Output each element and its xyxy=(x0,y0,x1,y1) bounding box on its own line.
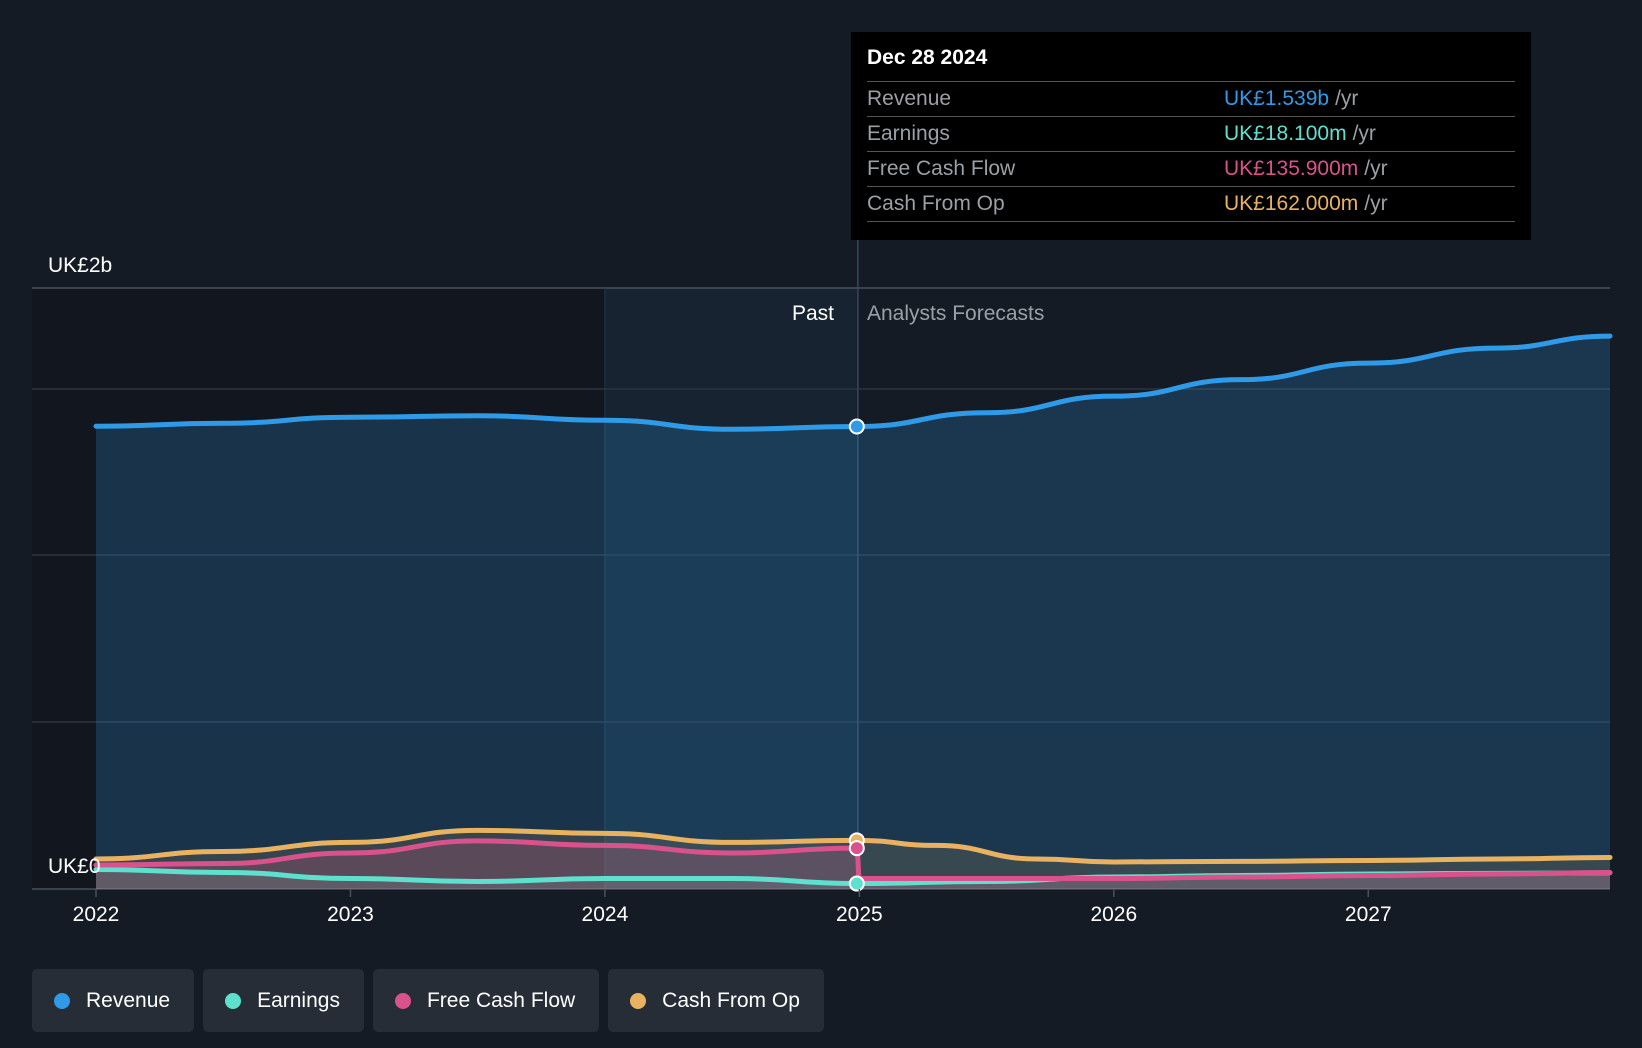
x-tick-label: 2026 xyxy=(1090,903,1137,926)
legend-item-earnings[interactable]: Earnings xyxy=(203,969,364,1032)
legend-item-free-cash-flow[interactable]: Free Cash Flow xyxy=(372,969,600,1032)
tooltip-row-label: Earnings xyxy=(867,122,950,145)
tooltip-row: Cash From Op UK£162.000m/yr xyxy=(867,186,1515,222)
tooltip-date: Dec 28 2024 xyxy=(867,46,988,69)
cash-from-op-line xyxy=(93,827,1613,865)
legend-item-cash-from-op[interactable]: Cash From Op xyxy=(608,969,824,1032)
legend-item-revenue[interactable]: Revenue xyxy=(32,969,195,1032)
tooltip-row-label: Revenue xyxy=(867,87,952,110)
free-cash-flow-area xyxy=(96,840,1610,889)
tooltip-row-unit: /yr xyxy=(1352,122,1376,145)
earnings-area xyxy=(96,869,1610,889)
tooltip-row-unit: /yr xyxy=(1364,192,1388,215)
x-tick-label: 2024 xyxy=(582,903,629,926)
tooltip-row-label: Free Cash Flow xyxy=(867,157,1016,180)
legend-label: Free Cash Flow xyxy=(426,988,576,1012)
legend-dot-icon xyxy=(54,992,70,1009)
y-axis-bottom-label: UK£0 xyxy=(48,855,101,878)
legend-label: Earnings xyxy=(257,988,340,1012)
tooltip-row-value: UK£162.000m xyxy=(1224,192,1359,215)
free-cash-flow-point xyxy=(848,840,865,857)
x-tick-label: 2023 xyxy=(327,903,374,926)
tooltip-row-unit: /yr xyxy=(1335,87,1359,110)
tooltip-row: Earnings UK£18.100m/yr xyxy=(867,116,1515,151)
past-label: Past xyxy=(792,302,834,325)
tooltip-row: Revenue UK£1.539b/yr xyxy=(867,81,1515,116)
forecast-label: Analysts Forecasts xyxy=(867,302,1044,325)
legend-label: Cash From Op xyxy=(662,988,800,1012)
legend-dot-icon xyxy=(394,992,411,1009)
earnings-point xyxy=(848,875,865,892)
legend-dot-icon xyxy=(225,992,242,1009)
legend-dot-icon xyxy=(630,992,647,1009)
tooltip-row-unit: /yr xyxy=(1364,157,1388,180)
revenue-point xyxy=(848,418,865,435)
tooltip-row-value: UK£18.100m xyxy=(1224,122,1347,145)
past-region xyxy=(32,288,605,889)
y-axis-top-label: UK£2b xyxy=(48,254,112,277)
x-tick-label: 2025 xyxy=(836,903,883,926)
free-cash-flow-line xyxy=(93,838,1613,881)
highlight-region xyxy=(604,288,857,889)
tooltip-row-value: UK£1.539b xyxy=(1224,87,1330,110)
tooltip: Dec 28 2024 Revenue UK£1.539b/yr Earnings U… xyxy=(851,32,1531,240)
tooltip-row-value: UK£135.900m xyxy=(1224,157,1359,180)
legend: Revenue Earnings Free Cash Flow Cash From O… xyxy=(32,969,824,1032)
x-tick-label: 2027 xyxy=(1345,903,1392,926)
revenue-area xyxy=(96,336,1610,890)
tooltip-row: Free Cash Flow UK£135.900m/yr xyxy=(867,151,1515,186)
tooltip-row-label: Cash From Op xyxy=(867,192,1005,215)
x-tick-label: 2022 xyxy=(73,903,120,926)
legend-label: Revenue xyxy=(86,988,171,1012)
